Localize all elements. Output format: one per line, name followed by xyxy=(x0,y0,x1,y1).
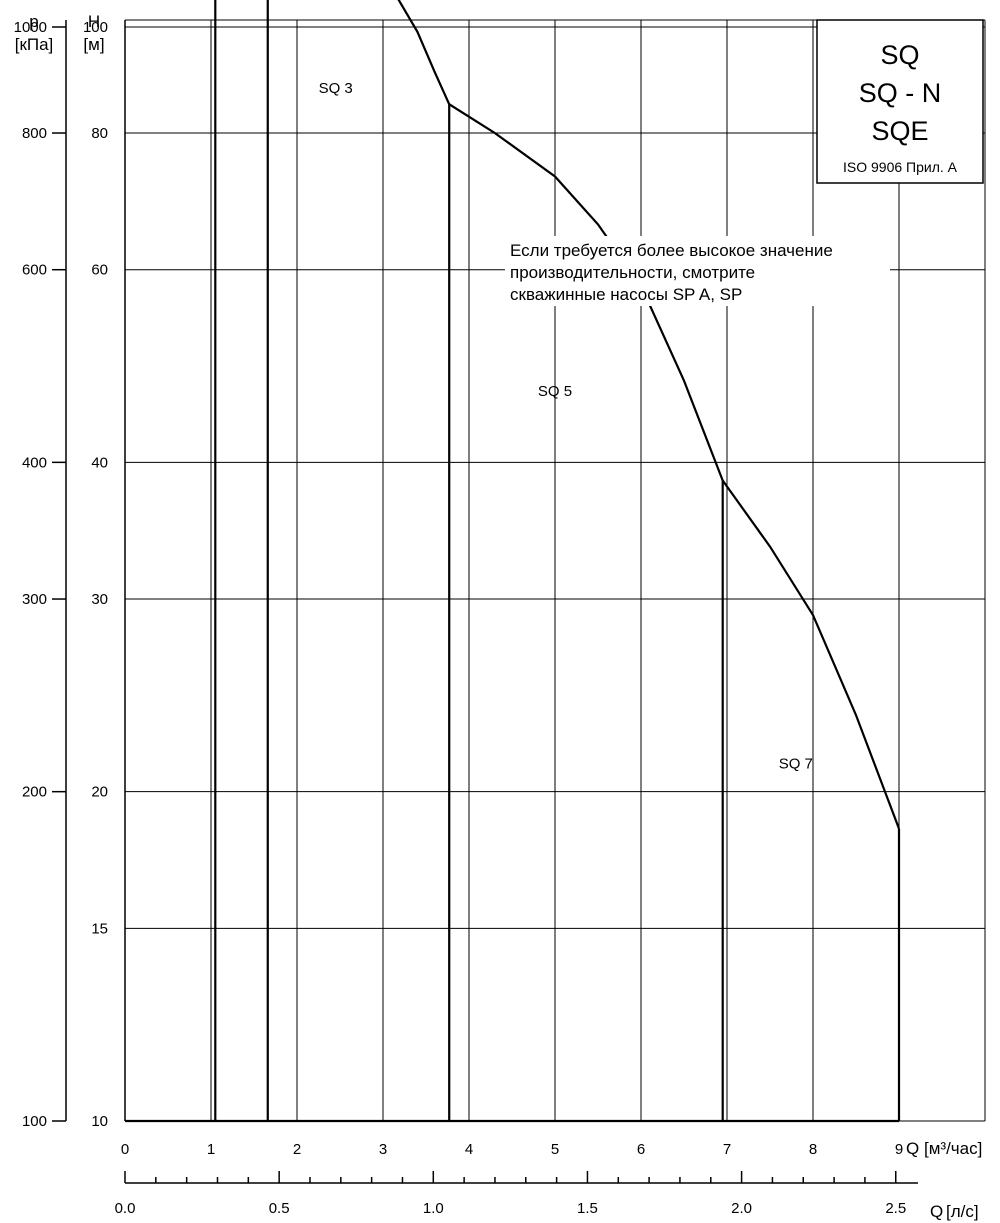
chart-curves xyxy=(125,0,901,1123)
p-axis-symbol: p xyxy=(29,12,38,31)
x-axis-unit: [м³/час] xyxy=(924,1139,982,1158)
q-ls-tick-label: 1.0 xyxy=(423,1200,444,1217)
title-line-2: SQ - N xyxy=(859,78,942,108)
y-tick-label: 60 xyxy=(91,262,108,279)
h-axis-symbol: H xyxy=(88,12,100,31)
q-ls-tick-label: 0.0 xyxy=(115,1200,136,1217)
y-tick-label: 40 xyxy=(91,454,108,471)
q-ls-tick-label: 1.5 xyxy=(577,1200,598,1217)
y-tick-label: 100 xyxy=(83,19,108,36)
x-tick-label: 2 xyxy=(293,1141,301,1158)
x-tick-label: 4 xyxy=(465,1141,473,1158)
title-box: SQ SQ - N SQE ISO 9906 Прил. A xyxy=(816,19,984,184)
title-line-3: SQE xyxy=(871,116,928,146)
p-tick-label: 1000 xyxy=(14,19,47,36)
x-tick-label: 7 xyxy=(723,1141,731,1158)
y-tick-label: 20 xyxy=(91,784,108,801)
note-line-3: скважинные насосы SP A, SP xyxy=(510,285,742,304)
region-label: SQ 5 xyxy=(538,383,572,400)
region-label: SQ 7 xyxy=(779,755,813,772)
envelope-curve xyxy=(397,0,901,830)
q-ls-tick-label: 0.5 xyxy=(269,1200,290,1217)
p-tick-label: 400 xyxy=(22,454,47,471)
y-tick-label: 80 xyxy=(91,125,108,142)
x-tick-label: 1 xyxy=(207,1141,215,1158)
note-block: Если требуется более высокое значение пр… xyxy=(505,236,890,306)
chart-labels: 0123456789101520304060801001502001002003… xyxy=(14,12,983,1221)
y-tick-label: 10 xyxy=(91,1113,108,1130)
q-ls-axis-symbol: Q xyxy=(930,1202,943,1221)
x-tick-label: 5 xyxy=(551,1141,559,1158)
chart-axes xyxy=(52,20,918,1184)
note-background xyxy=(505,236,890,306)
p-tick-label: 300 xyxy=(22,591,47,608)
h-axis-unit: [м] xyxy=(83,35,104,54)
title-line-1: SQ xyxy=(880,40,919,70)
x-tick-label: 0 xyxy=(121,1141,129,1158)
q-ls-tick-label: 2.5 xyxy=(885,1200,906,1217)
p-tick-label: 200 xyxy=(22,784,47,801)
p-tick-label: 800 xyxy=(22,125,47,142)
y-tick-label: 30 xyxy=(91,591,108,608)
region-label: SQ 3 xyxy=(319,80,353,97)
p-tick-label: 600 xyxy=(22,262,47,279)
q-ls-tick-label: 2.0 xyxy=(731,1200,752,1217)
p-tick-label: 100 xyxy=(22,1113,47,1130)
title-box-frame xyxy=(816,19,984,184)
x-tick-label: 8 xyxy=(809,1141,817,1158)
x-tick-label: 3 xyxy=(379,1141,387,1158)
standard-label: ISO 9906 Прил. A xyxy=(843,159,958,175)
q-ls-axis-unit: [л/с] xyxy=(946,1202,979,1221)
y-tick-label: 15 xyxy=(91,920,108,937)
p-axis-unit: [кПа] xyxy=(15,35,54,54)
x-tick-label: 6 xyxy=(637,1141,645,1158)
x-tick-label: 9 xyxy=(895,1141,903,1158)
x-axis-symbol: Q xyxy=(906,1139,919,1158)
note-line-2: производительности, смотрите xyxy=(510,263,755,282)
note-line-1: Если требуется более высокое значение xyxy=(510,241,833,260)
